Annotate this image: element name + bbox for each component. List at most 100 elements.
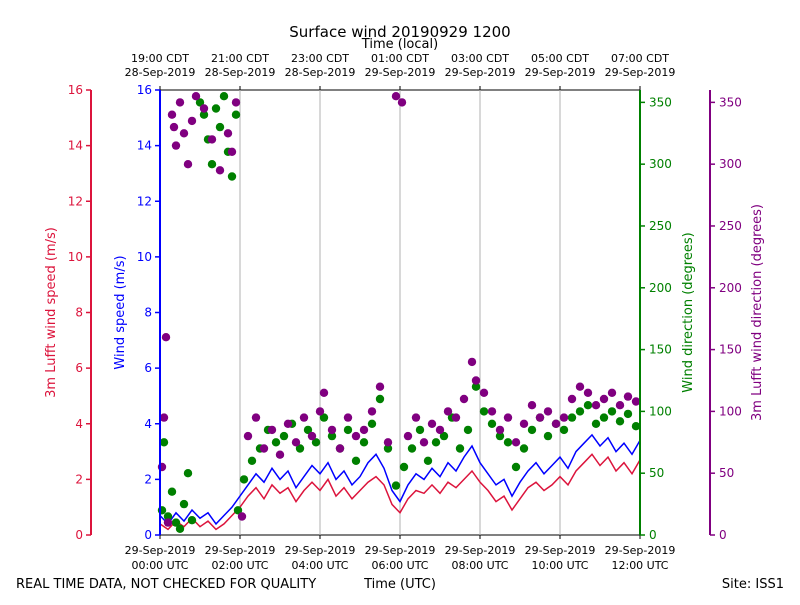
utc-tick-time: 06:00 UTC [371,559,428,572]
data-point [231,110,241,119]
axes: 29-Sep-2019 00:00 UTC 29-Sep-2019 02:00 UTC… [44,52,765,572]
data-point [295,444,305,453]
data-point [215,166,225,175]
data-point [275,450,285,459]
data-point [315,407,325,416]
data-point [455,444,465,453]
data-point [487,419,497,428]
y-tick-label: 0 [649,528,657,542]
data-point [391,92,401,101]
y-tick-label: 0 [144,528,152,542]
data-point [207,160,217,169]
data-point [251,413,261,422]
data-point [503,438,513,447]
top-axis-label: Time (local) [361,37,438,52]
data-point [383,444,393,453]
data-point [351,431,361,441]
footer-right: Site: ISS1 [722,577,784,592]
data-point [559,425,569,435]
data-point [467,357,477,367]
data-point [271,438,281,447]
y-axis-label: Wind direction (degrees) [681,232,696,392]
y-tick-label: 150 [649,343,672,357]
y-axis-label: 3m Lufft wind direction (degrees) [750,204,765,421]
local-tick-time: 05:00 CDT [531,52,589,65]
data-point [223,129,233,138]
y-tick-label: 50 [649,466,664,480]
direction-points [157,92,641,533]
data-point [227,172,237,181]
data-point [591,401,601,410]
data-point [239,475,249,484]
y-tick-label: 0 [75,528,83,542]
data-point [335,444,345,453]
data-point [423,456,433,465]
data-point [599,394,609,404]
data-point [367,419,377,428]
y-tick-label: 16 [137,83,152,97]
data-point [407,444,417,453]
y-tick-label: 150 [719,343,742,357]
utc-tick-date: 29-Sep-2019 [605,544,676,557]
data-point [327,431,337,441]
data-point [479,407,489,416]
y-tick-label: 350 [719,95,742,109]
y-tick-label: 250 [719,219,742,233]
data-point [169,122,179,132]
y-tick-label: 8 [144,306,152,320]
data-point [543,407,553,416]
y-tick-label: 4 [75,417,83,431]
local-tick-date: 28-Sep-2019 [285,66,356,79]
data-point [191,92,201,101]
data-point [367,407,377,416]
series-line [159,433,641,526]
data-point [299,413,309,422]
data-point [527,401,537,410]
data-point [511,462,521,472]
local-tick-time: 23:00 CDT [291,52,349,65]
data-point [575,407,585,416]
utc-tick-date: 29-Sep-2019 [285,544,356,557]
y-tick-label: 100 [649,404,672,418]
data-point [383,438,393,447]
y-tick-label: 0 [719,528,727,542]
y-tick-label: 350 [649,95,672,109]
data-point [283,419,293,428]
utc-tick-time: 08:00 UTC [451,559,508,572]
data-point [535,413,545,422]
data-point [171,141,181,150]
data-point [187,116,197,126]
local-tick-date: 29-Sep-2019 [445,66,516,79]
y-tick-label: 14 [137,139,152,153]
utc-tick-date: 29-Sep-2019 [525,544,596,557]
data-point [175,524,185,533]
utc-tick-time: 12:00 UTC [611,559,668,572]
data-point [551,419,561,428]
local-tick-date: 28-Sep-2019 [205,66,276,79]
local-tick-time: 03:00 CDT [451,52,509,65]
data-point [259,444,269,453]
data-point [471,382,481,391]
data-point [199,110,209,119]
y-tick-label: 2 [75,472,83,486]
data-point [243,431,253,441]
data-point [435,425,445,435]
y-tick-label: 100 [719,404,742,418]
data-point [443,407,453,416]
data-point [343,425,353,435]
data-point [211,104,221,113]
data-point [503,413,513,422]
data-point [171,518,181,527]
data-point [527,425,537,435]
data-point [159,438,169,447]
data-point [471,376,481,385]
data-point [167,110,177,119]
data-point [319,413,329,422]
utc-tick-time: 00:00 UTC [131,559,188,572]
bottom-axis-label: Time (UTC) [363,577,436,592]
data-point [183,469,193,478]
data-point [399,462,409,472]
data-point [233,506,243,515]
data-point [247,456,257,465]
